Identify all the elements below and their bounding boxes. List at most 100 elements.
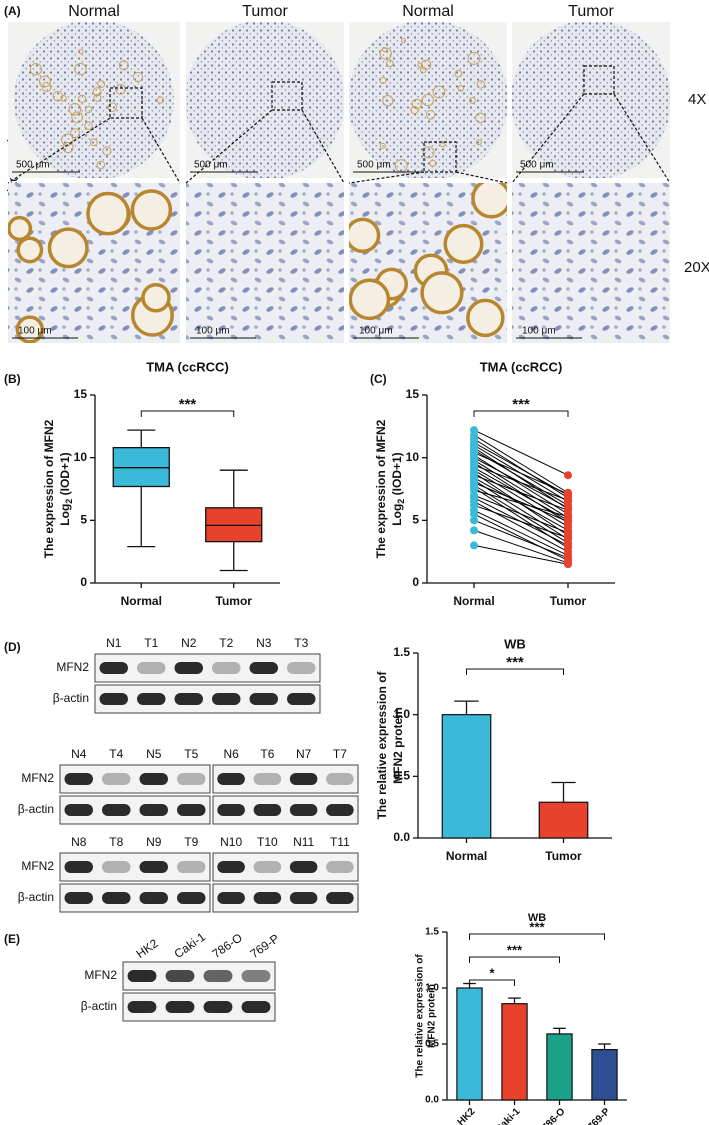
band — [289, 861, 318, 873]
bar — [441, 714, 492, 839]
band — [64, 804, 93, 816]
y-axis-label-part: 2 — [64, 499, 74, 504]
protein-label: β-actin — [81, 999, 117, 1013]
pair-line — [473, 429, 569, 476]
band — [289, 804, 318, 816]
lane-label: T11 — [330, 835, 350, 849]
sig-bracket — [469, 979, 515, 986]
tubule — [118, 60, 129, 71]
bar — [501, 1003, 528, 1101]
band — [99, 693, 128, 705]
y-tick-label: 5 — [80, 513, 87, 527]
point — [564, 533, 572, 542]
tubule — [68, 102, 82, 116]
lane-label: N6 — [223, 747, 239, 761]
x-tick-label: 769-P — [586, 1106, 613, 1125]
band — [241, 1001, 271, 1013]
tubule — [410, 105, 419, 115]
y-axis-label: Log2 (IOD+1) — [390, 452, 406, 525]
band — [217, 892, 245, 904]
sig-label: *** — [512, 396, 530, 413]
band — [139, 804, 168, 816]
tubule — [74, 62, 87, 76]
pair-line — [473, 442, 569, 496]
band — [253, 773, 282, 785]
point — [470, 541, 478, 550]
band — [289, 773, 318, 785]
tubule — [130, 189, 173, 231]
band — [165, 1001, 195, 1013]
chart-title: WB — [528, 912, 546, 924]
pair-line — [473, 504, 569, 539]
tubule — [29, 63, 43, 76]
panel-label: (C) — [370, 372, 387, 386]
band — [177, 892, 206, 904]
band — [217, 773, 245, 785]
band — [102, 861, 131, 873]
band — [139, 861, 168, 873]
band — [165, 970, 195, 982]
lane-label: N11 — [293, 835, 314, 849]
tissue — [186, 183, 344, 343]
bar — [591, 1048, 618, 1101]
point — [564, 471, 572, 480]
tubule — [475, 139, 482, 146]
band — [102, 773, 131, 785]
band — [217, 804, 245, 816]
tubule — [379, 47, 392, 60]
x-tick-label: Tumor — [550, 594, 587, 608]
band — [139, 773, 168, 785]
tubule — [78, 94, 87, 104]
tubule — [115, 84, 126, 95]
tubule — [476, 80, 485, 89]
protein-label: MFN2 — [84, 968, 117, 982]
band — [174, 693, 203, 705]
point — [564, 560, 572, 569]
y-tick-label: 15 — [406, 387, 420, 401]
band — [203, 970, 233, 982]
pair-line — [473, 479, 569, 540]
pair-line — [473, 452, 569, 495]
zoom-line — [185, 109, 273, 184]
sig-bracket — [469, 956, 560, 963]
zoom-line — [301, 109, 345, 184]
lane-label: T5 — [184, 747, 198, 761]
sig-label: *** — [506, 654, 524, 671]
tubule — [432, 85, 446, 99]
x-tick-label: Normal — [453, 594, 494, 608]
bar — [456, 987, 483, 1101]
band — [287, 662, 316, 674]
lane-label: N10 — [220, 835, 242, 849]
lane-label: N4 — [71, 747, 87, 761]
y-axis-label-part: (IOD+1) — [58, 452, 72, 498]
zoom-box — [271, 81, 303, 111]
y-tick-label: 10 — [74, 450, 88, 464]
lane-label: N9 — [146, 835, 162, 849]
blot-frame — [94, 684, 321, 714]
band — [253, 892, 282, 904]
tubule — [96, 160, 106, 170]
band — [127, 970, 157, 982]
panel-label: (B) — [4, 372, 21, 386]
point — [564, 541, 572, 550]
tubule — [429, 159, 437, 167]
tubule — [349, 217, 381, 254]
tubule — [385, 59, 394, 68]
tma-core — [186, 22, 344, 178]
lane-label: T6 — [260, 747, 274, 761]
band — [137, 693, 166, 705]
x-tick-label: Normal — [121, 594, 162, 608]
tubule — [86, 191, 131, 236]
zoom-line — [511, 93, 585, 184]
lane-label: T7 — [333, 747, 347, 761]
y-axis-label-part: 2 — [396, 499, 406, 504]
lane-label: N1 — [106, 636, 122, 650]
y-tick-label: 0.5 — [393, 769, 410, 783]
sig-label: *** — [529, 919, 545, 934]
blot-frame — [94, 653, 321, 683]
x-tick-label: HK2 — [456, 1106, 478, 1125]
lane-label: T10 — [257, 835, 278, 849]
zoom-line — [455, 171, 508, 184]
